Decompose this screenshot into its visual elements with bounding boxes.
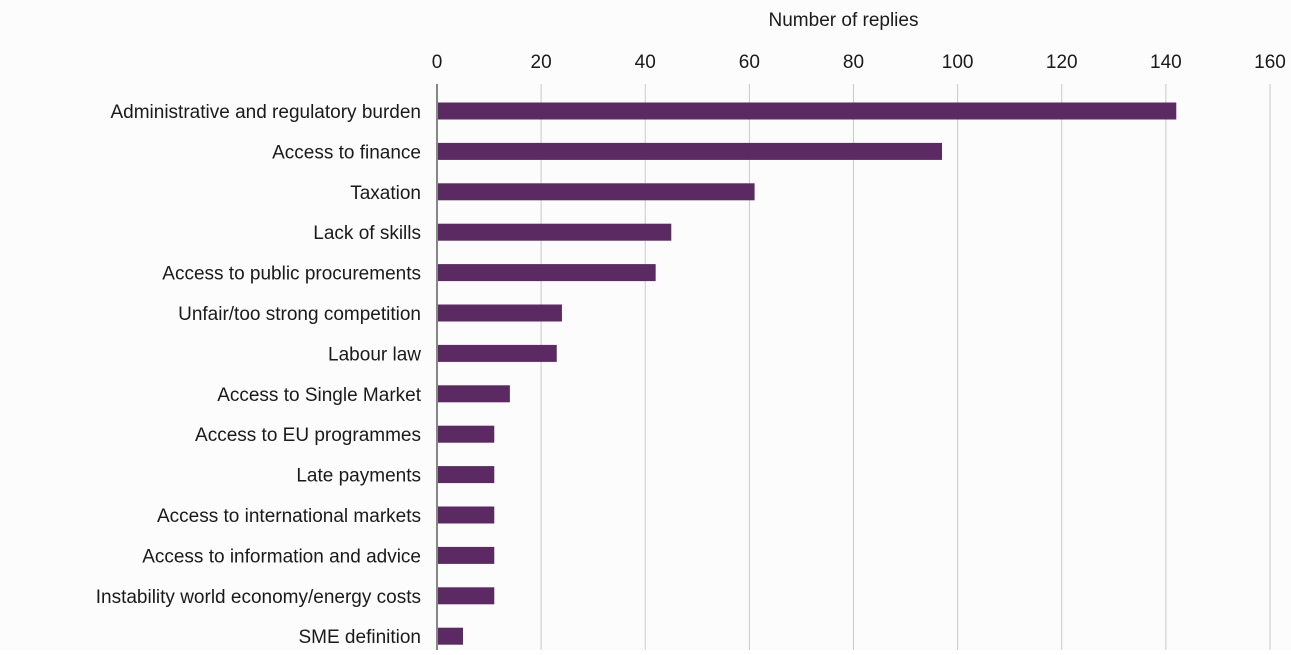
x-tick-label: 120 <box>1046 52 1078 73</box>
x-tick-label: 60 <box>739 52 760 73</box>
category-label: Access to finance <box>272 142 421 163</box>
bar <box>438 142 943 160</box>
category-label: Unfair/too strong competition <box>178 304 421 325</box>
bar <box>438 304 562 322</box>
gridlines <box>436 84 1271 650</box>
bar <box>438 587 495 605</box>
category-label: Access to international markets <box>157 506 421 527</box>
bar <box>438 385 510 403</box>
bars <box>438 102 1177 645</box>
x-tick-label: 160 <box>1254 52 1286 73</box>
category-label: Instability world economy/energy costs <box>96 587 421 608</box>
category-label: Labour law <box>328 344 421 365</box>
category-label: Access to public procurements <box>162 264 421 285</box>
bar <box>438 102 1177 120</box>
x-tick-label: 0 <box>432 52 443 73</box>
bar <box>438 344 557 362</box>
category-label: Taxation <box>350 183 421 204</box>
bar <box>438 506 495 524</box>
x-axis-title: Number of replies <box>769 10 919 31</box>
bar <box>438 627 464 645</box>
x-tick-label: 140 <box>1150 52 1182 73</box>
bar <box>438 223 672 241</box>
x-tick-label: 80 <box>843 52 864 73</box>
bar <box>438 183 755 201</box>
category-label: Access to Single Market <box>217 385 422 406</box>
bar <box>438 546 495 564</box>
category-label: Access to EU programmes <box>195 425 421 446</box>
x-tick-label: 20 <box>531 52 552 73</box>
bar <box>438 425 495 443</box>
x-tick-label: 40 <box>635 52 656 73</box>
category-label: Administrative and regulatory burden <box>110 102 421 123</box>
category-label: Late payments <box>296 466 421 487</box>
bar <box>438 264 656 282</box>
x-tick-label: 100 <box>942 52 974 73</box>
category-label: Lack of skills <box>313 223 421 244</box>
category-label: Access to information and advice <box>142 546 421 567</box>
category-label: SME definition <box>298 627 421 648</box>
category-labels: Administrative and regulatory burden Acce… <box>96 102 422 648</box>
bar <box>438 466 495 484</box>
x-tick-labels: 0 20 40 60 80 100 120 140 160 <box>432 52 1286 73</box>
